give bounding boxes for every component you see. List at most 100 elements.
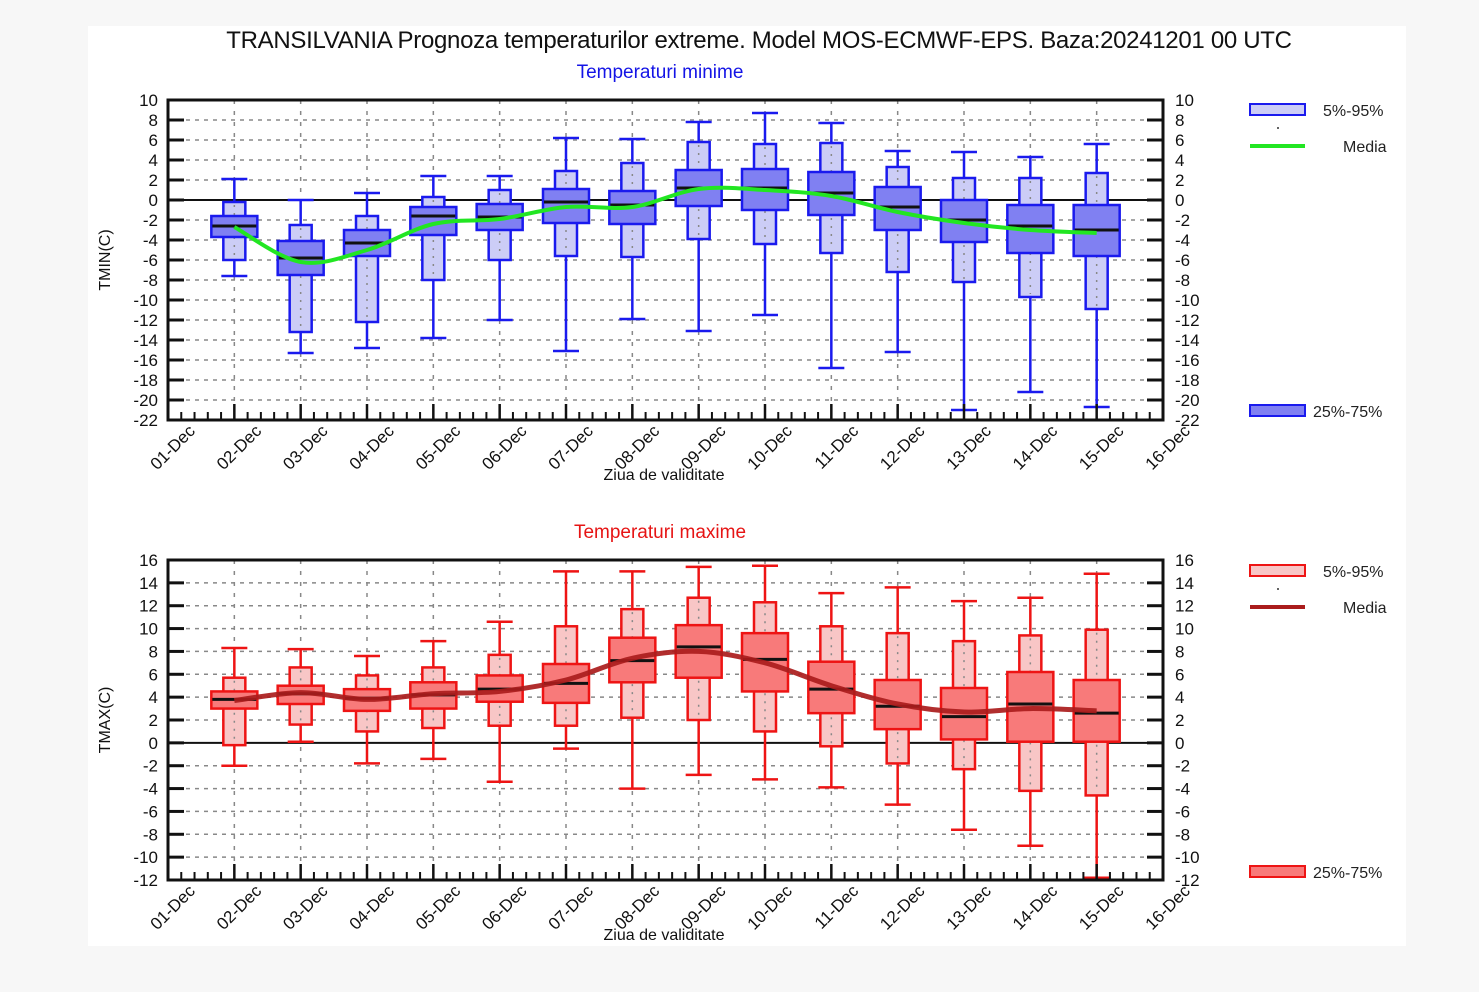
x-tick-label: 10-Dec bbox=[744, 421, 797, 474]
y-tick-label-right: 12 bbox=[1175, 597, 1194, 616]
legend-label-5-95: 5%-95% bbox=[1323, 564, 1383, 581]
y-tick-label-right: 8 bbox=[1175, 642, 1184, 661]
box-06-Dec bbox=[475, 174, 524, 322]
box-05-Dec bbox=[409, 639, 458, 761]
y-tick-label-right: 2 bbox=[1175, 171, 1184, 190]
tmax-chart-title: Temperaturi maxime bbox=[573, 522, 747, 543]
y-tick-label-left: -12 bbox=[133, 311, 158, 330]
y-tick-label-left: 0 bbox=[149, 734, 158, 753]
mean-line bbox=[234, 648, 1097, 715]
box-04-Dec bbox=[342, 654, 392, 765]
x-tick-label: 04-Dec bbox=[346, 421, 399, 474]
y-tick-label-right: -14 bbox=[1175, 331, 1200, 350]
x-tick-label: 10-Dec bbox=[744, 881, 797, 934]
y-tick-label-right: 2 bbox=[1175, 711, 1184, 730]
x-tick-label: 09-Dec bbox=[677, 881, 730, 934]
box-15-Dec bbox=[1072, 572, 1121, 879]
x-axis-label: Ziua de validitate bbox=[604, 927, 725, 944]
x-tick-label: 09-Dec bbox=[677, 421, 730, 474]
y-tick-label-left: 8 bbox=[149, 111, 158, 130]
y-tick-label-left: 4 bbox=[149, 688, 158, 707]
x-tick-label: 07-Dec bbox=[545, 421, 598, 474]
mean-line bbox=[233, 185, 1097, 265]
x-tick-label: 15-Dec bbox=[1075, 421, 1128, 474]
box-14-Dec bbox=[1006, 155, 1055, 394]
y-tick-label-left: 16 bbox=[139, 551, 158, 570]
box-5-95 bbox=[222, 676, 247, 747]
y-tick-label-left: -8 bbox=[143, 825, 158, 844]
legend-dot bbox=[1277, 127, 1279, 129]
x-tick-label: 13-Dec bbox=[943, 421, 996, 474]
x-tick-label: 14-Dec bbox=[1009, 881, 1062, 934]
box-08-Dec bbox=[608, 570, 657, 790]
box-10-Dec bbox=[740, 111, 790, 317]
y-tick-label-left: -20 bbox=[133, 391, 158, 410]
x-tick-label: 16-Dec bbox=[1142, 421, 1195, 474]
legend-swatch-25-75 bbox=[1249, 404, 1306, 417]
box-06-Dec bbox=[475, 620, 524, 783]
x-tick-label: 12-Dec bbox=[876, 421, 929, 474]
legend-label-5-95: 5%-95% bbox=[1323, 103, 1383, 120]
main-title: TRANSILVANIA Prognoza temperaturilor ext… bbox=[226, 27, 1292, 54]
y-tick-label-left: -2 bbox=[143, 211, 158, 230]
y-tick-label-right: -2 bbox=[1175, 211, 1190, 230]
y-tick-label-right: 16 bbox=[1175, 551, 1194, 570]
y-tick-label-right: -12 bbox=[1175, 871, 1200, 890]
y-tick-label-left: -16 bbox=[133, 351, 158, 370]
y-tick-label-right: 14 bbox=[1175, 574, 1194, 593]
y-tick-label-left: -10 bbox=[133, 848, 158, 867]
y-tick-label-left: -22 bbox=[133, 411, 158, 430]
legend-label-mean: Media bbox=[1343, 600, 1387, 617]
y-tick-label-left: 0 bbox=[149, 191, 158, 210]
y-tick-label-left: 4 bbox=[149, 151, 158, 170]
legend-label-25-75: 25%-75% bbox=[1313, 865, 1382, 882]
y-tick-label-left: -6 bbox=[143, 802, 158, 821]
y-tick-label-left: 10 bbox=[139, 620, 158, 639]
y-tick-label-right: -10 bbox=[1175, 848, 1200, 867]
box-11-Dec bbox=[807, 121, 856, 370]
legend-label-mean: Media bbox=[1343, 139, 1387, 156]
box-08-Dec bbox=[608, 137, 657, 321]
tmax-legend: 5%-95% Media 25%-75% bbox=[1249, 564, 1387, 882]
y-tick-label-right: 4 bbox=[1175, 688, 1184, 707]
tmin-chart: -22 -22-20 -20-18 -18-16 -16-14 -14-12 -12-10-… bbox=[97, 91, 1387, 484]
y-tick-label-right: 6 bbox=[1175, 131, 1184, 150]
x-tick-label: 15-Dec bbox=[1075, 881, 1128, 934]
y-tick-label-right: -12 bbox=[1175, 311, 1200, 330]
x-tick-label: 14-Dec bbox=[1009, 421, 1062, 474]
y-tick-label-left: 12 bbox=[139, 597, 158, 616]
y-tick-label-right: -2 bbox=[1175, 757, 1190, 776]
box-13-Dec bbox=[939, 150, 989, 412]
x-axis-label: Ziua de validitate bbox=[604, 467, 725, 484]
x-tick-label: 02-Dec bbox=[213, 421, 266, 474]
y-tick-label-left: -6 bbox=[143, 251, 158, 270]
box-10-Dec bbox=[740, 564, 790, 781]
x-tick-label: 05-Dec bbox=[412, 421, 465, 474]
y-tick-label-right: 4 bbox=[1175, 151, 1184, 170]
x-tick-label: 06-Dec bbox=[478, 421, 531, 474]
y-tick-label-left: 6 bbox=[149, 665, 158, 684]
x-tick-label: 06-Dec bbox=[478, 881, 531, 934]
box-07-Dec bbox=[541, 570, 591, 750]
tmin-chart-title: Temperaturi minime bbox=[576, 62, 744, 83]
y-tick-label-left: -2 bbox=[143, 757, 158, 776]
x-tick-label: 11-Dec bbox=[811, 881, 863, 933]
box-03-Dec bbox=[276, 198, 325, 355]
y-tick-label-right: 10 bbox=[1175, 91, 1194, 110]
y-tick-label-left: -14 bbox=[133, 331, 158, 350]
y-tick-label-left: 6 bbox=[149, 131, 158, 150]
x-tick-label: 03-Dec bbox=[279, 421, 332, 474]
y-tick-label-left: 2 bbox=[149, 711, 158, 730]
y-tick-label-right: -6 bbox=[1175, 802, 1190, 821]
tmin-legend: 5%-95% Media 25%-75% bbox=[1249, 103, 1387, 421]
y-tick-label-left: -18 bbox=[133, 371, 158, 390]
y-tick-label-left: 8 bbox=[149, 642, 158, 661]
y-tick-label-left: 14 bbox=[139, 574, 158, 593]
x-tick-label: 02-Dec bbox=[213, 881, 266, 934]
legend-swatch-5-95 bbox=[1249, 564, 1306, 577]
box-13-Dec bbox=[939, 599, 989, 831]
y-axis-label: TMIN(C) bbox=[97, 229, 114, 290]
y-tick-label-left: -4 bbox=[143, 780, 158, 799]
x-tick-label: 12-Dec bbox=[876, 881, 929, 934]
